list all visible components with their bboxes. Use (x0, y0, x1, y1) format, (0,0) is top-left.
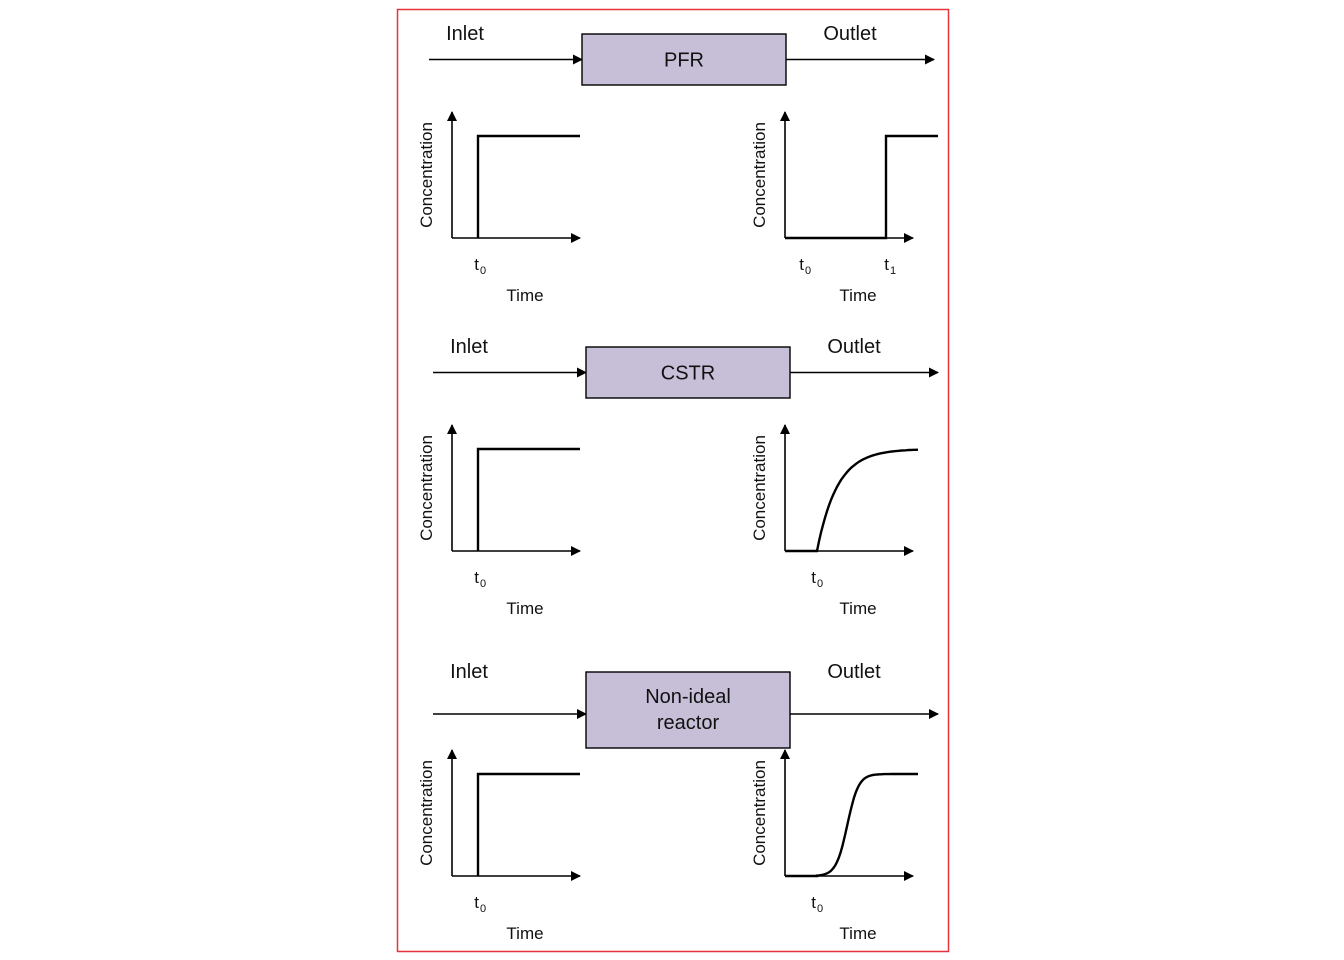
inlet-concentration-plot: Concentration Time t 0 (417, 111, 581, 305)
inlet-concentration-plot: Concentration Time t 0 (417, 424, 581, 618)
x-axis-label: Time (506, 924, 543, 943)
tick-subscript: 0 (817, 578, 823, 590)
tick-base: t (474, 255, 479, 274)
outlet-concentration-plot: Concentration Time t 0 (750, 424, 919, 618)
tick-subscript: 1 (890, 265, 896, 277)
x-axis-label: Time (839, 286, 876, 305)
response-curve (785, 134, 938, 240)
tick-subscript: 0 (480, 265, 486, 277)
reactor-label: reactor (657, 712, 720, 734)
x-axis-label: Time (506, 599, 543, 618)
y-axis-label: Concentration (750, 122, 769, 228)
y-axis-label: Concentration (417, 760, 436, 866)
reactor-box (585, 671, 791, 749)
x-axis-label: Time (839, 924, 876, 943)
inlet-label: Inlet (450, 336, 488, 358)
y-axis-label: Concentration (750, 760, 769, 866)
tick-base: t (474, 568, 479, 587)
tick-subscript: 0 (480, 903, 486, 915)
reactor-box (585, 346, 791, 399)
tick-base: t (811, 893, 816, 912)
response-curve (476, 772, 580, 876)
y-axis-label: Concentration (417, 435, 436, 541)
tick-base: t (474, 893, 479, 912)
outlet-label: Outlet (827, 336, 881, 358)
reactor-label: CSTR (661, 363, 715, 385)
y-axis-label: Concentration (417, 122, 436, 228)
outlet-label: Outlet (823, 23, 877, 45)
tick-base: t (884, 255, 889, 274)
outlet-concentration-plot: Concentration Time t 0 (750, 749, 918, 943)
inlet-concentration-plot: Concentration Time t 0 (417, 749, 581, 943)
tick-base: t (811, 568, 816, 587)
response-curve (476, 134, 580, 238)
tick-subscript: 0 (480, 578, 486, 590)
tick-subscript: 0 (805, 265, 811, 277)
x-axis-label: Time (506, 286, 543, 305)
response-curve (785, 448, 919, 553)
response-curve (476, 447, 580, 551)
tick-base: t (799, 255, 804, 274)
tick-subscript: 0 (817, 903, 823, 915)
inlet-label: Inlet (446, 23, 484, 45)
response-curve (785, 772, 918, 878)
y-axis-label: Concentration (750, 435, 769, 541)
inlet-label: Inlet (450, 661, 488, 683)
outlet-label: Outlet (827, 661, 881, 683)
reactor-label: PFR (664, 50, 704, 72)
x-axis-label: Time (839, 599, 876, 618)
reactor-label: Non-ideal (645, 686, 731, 708)
figure-border (396, 8, 950, 953)
reactor-panel: Inlet Non-ideal reactor Outlet Concentration… (417, 661, 939, 943)
